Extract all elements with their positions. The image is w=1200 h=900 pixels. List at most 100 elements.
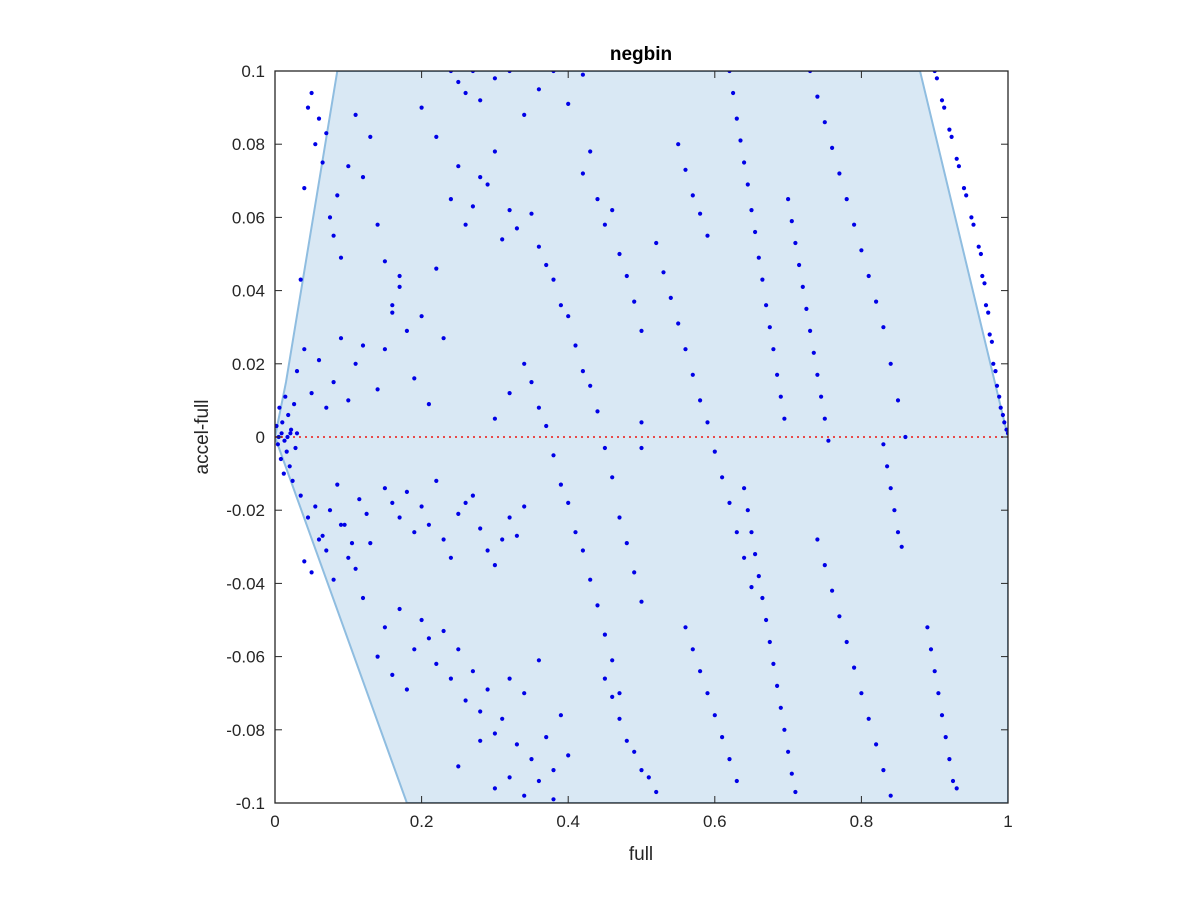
data-point: [434, 478, 439, 483]
data-point: [360, 343, 366, 348]
data-point: [954, 786, 959, 791]
data-point: [331, 380, 336, 385]
x-tick-label: 0.6: [703, 812, 727, 831]
data-point: [690, 193, 695, 198]
data-point: [441, 628, 446, 634]
data-point: [316, 537, 322, 542]
data-point: [602, 222, 608, 227]
data-point: [742, 160, 747, 165]
data-point: [767, 639, 772, 645]
data-point: [987, 332, 992, 337]
data-point: [617, 515, 622, 520]
data-point: [756, 255, 761, 260]
data-point: [632, 299, 637, 304]
data-point: [412, 647, 417, 652]
data-point: [742, 486, 747, 491]
data-point: [742, 555, 747, 560]
data-point: [720, 735, 725, 740]
axes-layer: 0 0.2 0.4 0.6 0.8 1 0.1 0.08 0.06 0.04 0.02 0 -0.02 -…: [226, 62, 1012, 831]
data-point: [298, 277, 303, 282]
data-point: [419, 314, 424, 319]
y-tick-label: 0: [256, 428, 265, 447]
y-tick-label: 0.08: [232, 135, 265, 154]
data-point: [899, 544, 904, 549]
data-point: [895, 398, 901, 403]
data-point: [610, 475, 615, 480]
data-point: [610, 658, 615, 663]
data-point: [357, 497, 362, 502]
data-point: [822, 416, 827, 421]
data-point: [874, 742, 879, 747]
data-point: [324, 548, 329, 553]
data-point: [500, 716, 505, 721]
data-point: [727, 500, 732, 505]
data-point: [969, 215, 974, 220]
data-point: [412, 530, 417, 535]
data-point: [286, 412, 291, 418]
data-point: [934, 76, 940, 81]
data-point: [797, 262, 802, 268]
data-point: [507, 676, 512, 681]
data-point: [580, 72, 586, 77]
data-point: [514, 533, 520, 538]
data-point: [786, 749, 791, 754]
data-point: [885, 464, 890, 469]
data-point: [617, 691, 622, 696]
data-point: [595, 409, 600, 414]
data-point: [822, 120, 827, 125]
data-point: [463, 90, 468, 96]
data-point: [360, 175, 366, 180]
data-point: [881, 442, 886, 447]
data-point: [342, 522, 347, 527]
data-point: [939, 713, 945, 718]
data-point: [390, 310, 395, 315]
y-tick-label: 0.1: [241, 62, 265, 81]
data-point: [298, 493, 303, 498]
data-point: [390, 303, 395, 308]
data-point: [558, 482, 564, 487]
data-point: [595, 197, 600, 202]
data-point: [404, 687, 409, 692]
data-point: [544, 735, 549, 740]
data-point: [771, 347, 776, 352]
data-point: [712, 713, 717, 718]
data-point: [580, 171, 586, 176]
data-point: [602, 445, 608, 451]
data-point: [767, 325, 772, 330]
data-point: [617, 251, 622, 257]
data-point: [866, 273, 871, 279]
data-point: [632, 749, 637, 754]
y-tick-label: -0.02: [226, 501, 265, 520]
data-point: [275, 442, 280, 447]
data-point: [778, 705, 783, 710]
data-point: [632, 570, 637, 575]
data-point: [844, 197, 849, 202]
data-point: [997, 394, 1002, 399]
data-point: [819, 394, 824, 399]
data-point: [302, 347, 307, 352]
data-point: [463, 698, 468, 703]
data-point: [456, 647, 461, 652]
plot-area: [275, 71, 1008, 803]
data-point: [316, 358, 322, 363]
data-point: [331, 233, 336, 238]
data-point: [753, 229, 758, 235]
data-point: [610, 208, 615, 213]
data-point: [624, 541, 629, 546]
data-point: [327, 215, 333, 220]
data-point: [514, 226, 520, 231]
y-tick-label: 0.04: [232, 282, 265, 301]
data-point: [507, 775, 512, 780]
data-point: [775, 683, 780, 689]
data-point: [382, 259, 387, 264]
data-point: [595, 603, 600, 608]
data-point: [683, 347, 688, 352]
data-point: [808, 328, 813, 333]
data-point: [478, 709, 483, 714]
data-point: [346, 164, 351, 169]
data-point: [544, 423, 549, 429]
data-point: [720, 475, 725, 480]
data-point: [683, 625, 688, 630]
data-point: [749, 585, 754, 590]
data-point: [942, 105, 947, 110]
